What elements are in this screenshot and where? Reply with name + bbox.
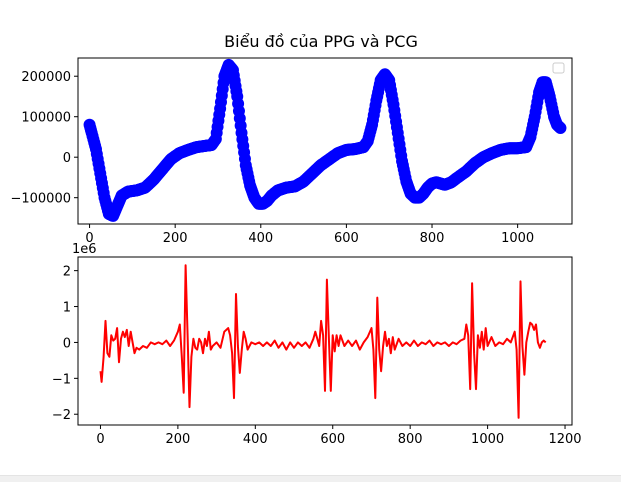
pcg-axes: 0 200 400 600 800 1000 1200 −2 −1 0 1 2: [52, 265, 582, 447]
pcg-chart: 0 200 400 600 800 1000 1200 −2 −1 0 1 2 1e6: [52, 242, 582, 447]
pcg-y-tick-label: 2: [63, 265, 71, 280]
ppg-x-tick-label: 1000: [501, 231, 534, 246]
ppg-chart: 0 200 400 600 800 1000 −100000 0 100000 200000: [10, 57, 573, 246]
figure-title: Biểu đồ của PPG và PCG: [224, 32, 418, 51]
pcg-plot-frame: [77, 256, 573, 426]
pcg-y-tick-label: −1: [52, 372, 71, 387]
ppg-y-tick-label: 100000: [21, 111, 71, 126]
ppg-y-tick-label: 0: [63, 151, 71, 166]
ppg-y-tick-label: 200000: [21, 70, 71, 85]
ppg-x-tick-label: 0: [85, 231, 93, 246]
ppg-point: [554, 122, 567, 135]
pcg-y-tick-label: −2: [52, 408, 71, 423]
pcg-x-tick-label: 400: [243, 432, 268, 447]
pcg-x-tick-label: 1200: [548, 432, 581, 447]
ppg-x-tick-label: 800: [420, 231, 445, 246]
ppg-axes: 0 200 400 600 800 1000 −100000 0 100000 200000: [10, 70, 534, 246]
pcg-line: [99, 264, 547, 419]
pcg-y-scale-label: 1e6: [72, 242, 97, 257]
pcg-x-tick-label: 200: [165, 432, 190, 447]
pcg-y-tick-label: 0: [63, 336, 71, 351]
ppg-x-tick-label: 600: [334, 231, 359, 246]
ppg-plot-frame: [77, 57, 573, 225]
pcg-x-tick-label: 0: [96, 432, 104, 447]
pcg-y-tick-label: 1: [63, 301, 71, 316]
pcg-series: [99, 264, 547, 419]
ppg-legend-box: [552, 62, 565, 74]
ppg-x-tick-label: 200: [163, 231, 188, 246]
ppg-x-tick-label: 400: [248, 231, 273, 246]
ppg-y-tick-label: −100000: [10, 192, 71, 207]
ppg-series: [83, 58, 567, 222]
pcg-x-tick-label: 1000: [471, 432, 504, 447]
window-bottom-strip: [0, 475, 621, 482]
pcg-x-tick-label: 800: [398, 432, 423, 447]
pcg-x-tick-label: 600: [320, 432, 345, 447]
